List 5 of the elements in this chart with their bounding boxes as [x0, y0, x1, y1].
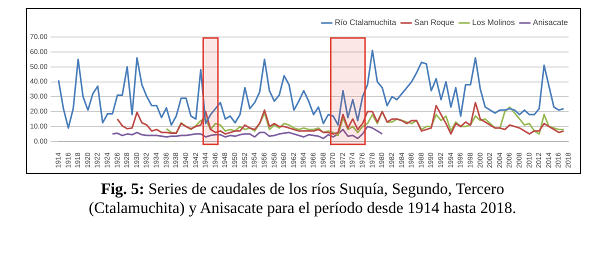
legend-label: San Roque	[414, 18, 455, 28]
legend-label: Río Ctalamuchita	[334, 18, 397, 28]
legend-label: Anisacate	[532, 18, 569, 28]
caption: Fig. 5: Series de caudales de los ríos Suquía, Segundo, Tercero (Ctalamuchita) y Anisacate para el período desde 1914 hasta 2018.	[88, 181, 516, 217]
legend-label: Los Molinos	[472, 18, 515, 28]
